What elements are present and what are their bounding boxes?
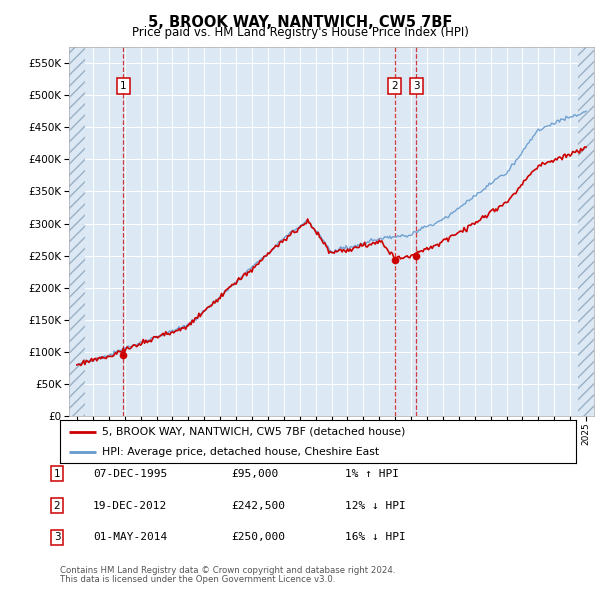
Text: 1: 1	[53, 469, 61, 478]
Text: 1% ↑ HPI: 1% ↑ HPI	[345, 469, 399, 478]
Text: 3: 3	[53, 533, 61, 542]
Text: 5, BROOK WAY, NANTWICH, CW5 7BF (detached house): 5, BROOK WAY, NANTWICH, CW5 7BF (detache…	[103, 427, 406, 437]
Text: 07-DEC-1995: 07-DEC-1995	[93, 469, 167, 478]
Text: 2: 2	[391, 81, 398, 91]
Text: HPI: Average price, detached house, Cheshire East: HPI: Average price, detached house, Ches…	[103, 447, 379, 457]
Text: 16% ↓ HPI: 16% ↓ HPI	[345, 533, 406, 542]
Text: £250,000: £250,000	[231, 533, 285, 542]
Text: 2: 2	[53, 501, 61, 510]
Text: £95,000: £95,000	[231, 469, 278, 478]
Text: This data is licensed under the Open Government Licence v3.0.: This data is licensed under the Open Gov…	[60, 575, 335, 584]
Bar	[578, 47, 594, 416]
Bar	[69, 47, 85, 416]
Text: 01-MAY-2014: 01-MAY-2014	[93, 533, 167, 542]
Text: 3: 3	[413, 81, 419, 91]
Text: 5, BROOK WAY, NANTWICH, CW5 7BF: 5, BROOK WAY, NANTWICH, CW5 7BF	[148, 15, 452, 30]
Text: £242,500: £242,500	[231, 501, 285, 510]
Text: 19-DEC-2012: 19-DEC-2012	[93, 501, 167, 510]
Text: Price paid vs. HM Land Registry's House Price Index (HPI): Price paid vs. HM Land Registry's House …	[131, 26, 469, 39]
Text: Contains HM Land Registry data © Crown copyright and database right 2024.: Contains HM Land Registry data © Crown c…	[60, 566, 395, 575]
Text: 12% ↓ HPI: 12% ↓ HPI	[345, 501, 406, 510]
Text: 1: 1	[120, 81, 127, 91]
